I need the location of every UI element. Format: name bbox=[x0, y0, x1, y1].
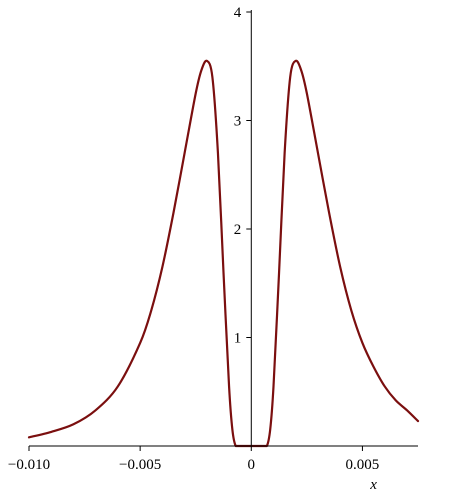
x-tick-label: 0 bbox=[248, 457, 256, 473]
x-tick-label: −0.005 bbox=[119, 457, 161, 473]
y-tick-label: 1 bbox=[234, 331, 242, 347]
y-tick-label: 2 bbox=[234, 222, 242, 238]
y-tick-label: 4 bbox=[234, 5, 242, 21]
x-axis: −0.010 −0.005 0 0.005 x bbox=[8, 445, 418, 493]
series-line bbox=[27, 59, 420, 448]
x-tick-label: −0.010 bbox=[8, 457, 50, 473]
curve-layer bbox=[27, 59, 420, 448]
y-axis: 1 2 3 4 bbox=[234, 5, 252, 446]
x-axis-label: x bbox=[369, 477, 377, 493]
x-tick-label: 0.005 bbox=[346, 457, 380, 473]
y-tick-label: 3 bbox=[234, 114, 242, 130]
x-ticks: −0.010 −0.005 0 0.005 bbox=[8, 446, 379, 473]
y-ticks: 1 2 3 4 bbox=[234, 5, 252, 347]
